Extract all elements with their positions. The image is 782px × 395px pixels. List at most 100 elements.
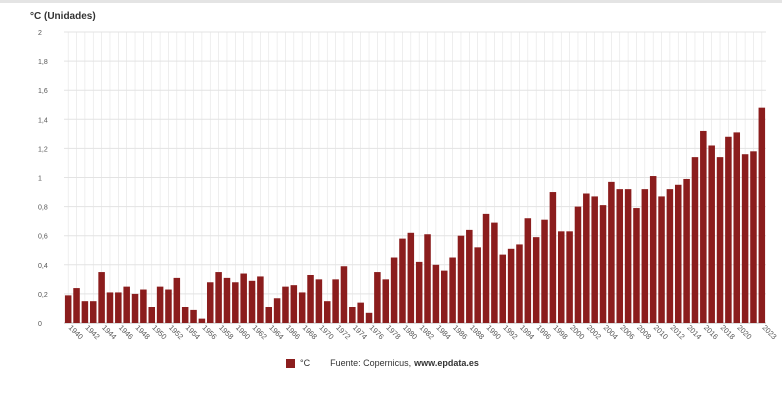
bar-1946 <box>115 292 122 323</box>
x-tick-label: 2002 <box>585 323 603 341</box>
y-tick-label: 0,2 <box>38 292 48 299</box>
bar-2006 <box>616 189 624 323</box>
bar-2023 <box>758 107 766 323</box>
x-tick-label: 1974 <box>351 323 369 341</box>
x-tick-label: 2018 <box>719 323 737 341</box>
bar-1973 <box>340 266 348 323</box>
bar-1963 <box>257 276 264 323</box>
y-tick-label: 1,6 <box>38 88 48 95</box>
x-tick-label: 1962 <box>251 323 269 341</box>
x-tick-label: 1960 <box>234 323 252 341</box>
bar-1947 <box>123 286 130 324</box>
bar-1943 <box>89 301 97 323</box>
bar-2011 <box>658 196 665 323</box>
y-tick-label: 1,2 <box>38 146 48 153</box>
top-border-strip <box>0 0 782 3</box>
bar-1941 <box>73 288 80 323</box>
bar-1987 <box>457 235 465 323</box>
bar-2009 <box>641 189 649 323</box>
bar-2005 <box>608 181 615 323</box>
bar-1980 <box>399 238 406 323</box>
bar-1984 <box>432 264 440 323</box>
bar-1995 <box>524 218 532 323</box>
source-link[interactable]: www.epdata.es <box>414 358 479 368</box>
bar-2010 <box>649 176 657 323</box>
bar-2012 <box>666 189 674 323</box>
bar-1970 <box>315 279 323 323</box>
x-tick-label: 1996 <box>535 323 553 341</box>
x-tick-label: 1968 <box>301 323 319 341</box>
x-tick-label: 1946 <box>117 323 135 341</box>
bar-1991 <box>491 222 498 323</box>
bars <box>64 107 766 324</box>
x-tick-labels: 1940194219441946194819501952195419561958… <box>67 323 779 341</box>
bar-1940 <box>64 295 72 323</box>
x-tick-label: 1984 <box>434 323 452 341</box>
bar-1992 <box>499 254 507 323</box>
x-tick-label: 2014 <box>685 323 703 341</box>
bar-2002 <box>583 193 590 323</box>
bar-2019 <box>725 136 732 323</box>
bar-2013 <box>674 184 682 323</box>
legend-swatch <box>286 358 295 368</box>
bar-1983 <box>424 234 431 323</box>
x-tick-label: 1972 <box>334 323 352 341</box>
bar-2003 <box>591 196 598 323</box>
bar-1988 <box>466 229 473 323</box>
bar-1975 <box>357 302 364 323</box>
bar-1993 <box>507 248 515 323</box>
y-tick-label: 1,8 <box>38 59 48 66</box>
x-tick-label: 2016 <box>702 323 720 341</box>
bar-1969 <box>307 274 314 323</box>
bar-1965 <box>273 298 281 323</box>
bar-1994 <box>516 244 523 323</box>
x-tick-label: 2023 <box>760 323 778 341</box>
bar-2022 <box>750 151 757 323</box>
y-axis-unit-label: °C (Unidades) <box>30 11 96 22</box>
bar-1989 <box>474 247 481 323</box>
bar-1972 <box>332 279 339 323</box>
x-tick-label: 2008 <box>635 323 653 341</box>
bar-2004 <box>599 205 607 323</box>
bar-1974 <box>349 307 356 323</box>
y-tick-label: 0,8 <box>38 205 48 212</box>
x-tick-label: 1980 <box>401 323 419 341</box>
x-tick-label: 2000 <box>568 323 586 341</box>
bar-1978 <box>382 279 390 323</box>
bar-1956 <box>198 318 206 323</box>
bar-1953 <box>173 277 181 323</box>
bar-1964 <box>265 307 273 323</box>
bar-1985 <box>440 270 448 323</box>
bar-2007 <box>624 189 632 323</box>
bar-1982 <box>415 261 423 323</box>
x-tick-label: 2004 <box>602 323 620 341</box>
x-tick-label: 1978 <box>384 323 402 341</box>
bar-1949 <box>140 289 147 323</box>
bar-1952 <box>165 289 172 323</box>
x-tick-label: 1954 <box>184 323 202 341</box>
x-tick-label: 1988 <box>468 323 486 341</box>
x-tick-label: 1966 <box>284 323 302 341</box>
x-tick-label: 2012 <box>668 323 686 341</box>
x-tick-label: 1942 <box>83 323 101 341</box>
bar-1967 <box>290 285 298 323</box>
x-tick-label: 1956 <box>200 323 218 341</box>
y-tick-label: 0,4 <box>38 263 48 270</box>
legend-series-label: °C <box>300 358 311 368</box>
bar-2021 <box>741 154 749 323</box>
bar-2000 <box>566 231 573 323</box>
bar-1971 <box>323 301 331 323</box>
y-tick-label: 2 <box>38 30 42 37</box>
bar-2008 <box>633 208 640 323</box>
x-tick-label: 2010 <box>652 323 670 341</box>
y-tick-label: 0,6 <box>38 234 48 241</box>
bar-2014 <box>683 178 690 323</box>
bar-1968 <box>298 292 306 323</box>
x-tick-label: 1982 <box>418 323 436 341</box>
bar-2018 <box>716 157 724 323</box>
x-tick-label: 1986 <box>451 323 469 341</box>
bar-1977 <box>374 272 381 323</box>
x-tick-label: 1964 <box>267 323 285 341</box>
bar-1948 <box>131 293 139 323</box>
legend: °C Fuente: Copernicus, www.epdata.es <box>286 358 479 368</box>
